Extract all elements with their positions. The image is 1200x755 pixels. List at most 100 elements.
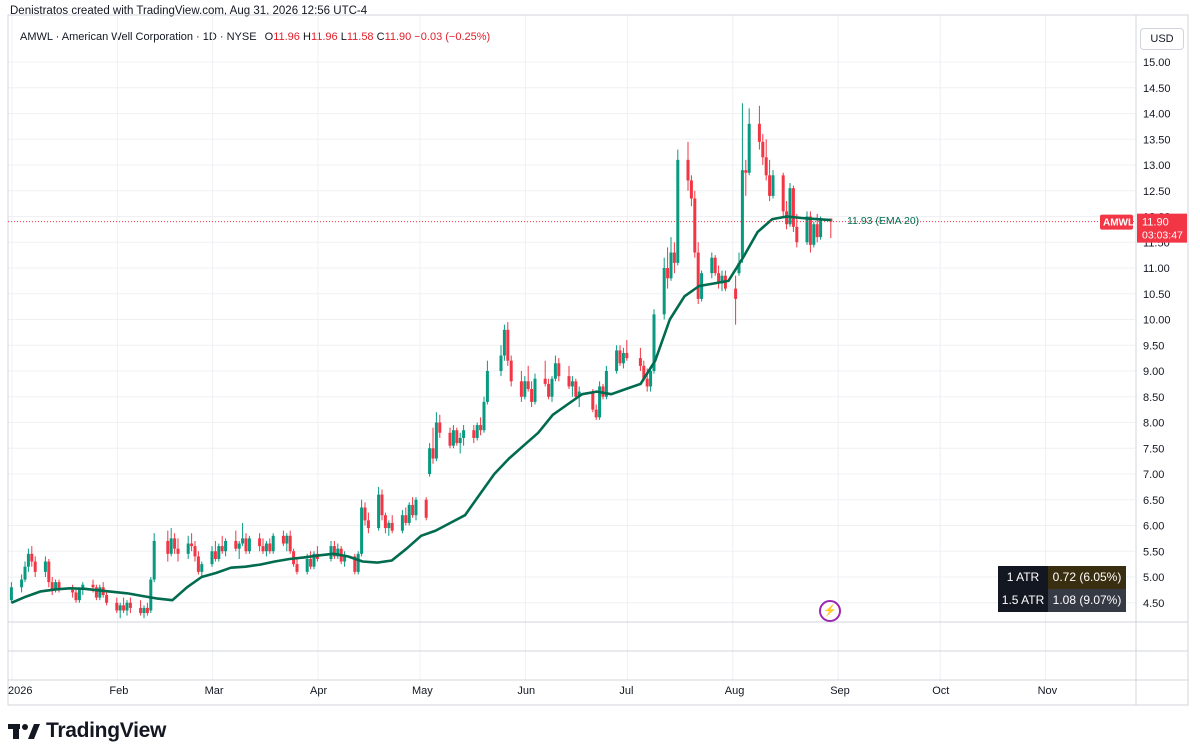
candle-body	[506, 329, 510, 361]
y-tick-label: 9.00	[1143, 366, 1164, 378]
candle-body	[400, 515, 404, 531]
candle-body	[329, 546, 333, 559]
lightning-icon[interactable]: ⚡	[819, 600, 841, 622]
candle-body	[142, 607, 146, 614]
y-tick-label: 9.50	[1143, 340, 1164, 352]
candle-body	[105, 595, 109, 603]
ema-line	[10, 215, 831, 604]
candle-body	[309, 558, 313, 567]
y-tick-label: 14.00	[1143, 109, 1171, 121]
candle-body	[77, 589, 81, 601]
candle-body	[50, 582, 54, 590]
candle-body	[271, 535, 275, 552]
candle-body	[261, 546, 265, 552]
candle-body	[23, 566, 27, 580]
candle-body	[139, 607, 143, 614]
y-tick-label: 5.00	[1143, 572, 1164, 584]
candle-body	[360, 507, 364, 554]
candle-body	[451, 430, 455, 446]
candle-body	[224, 540, 228, 552]
candle-body	[268, 543, 272, 552]
candle-body	[696, 252, 700, 299]
candle-body	[332, 546, 336, 557]
currency-button[interactable]: USD	[1140, 28, 1184, 50]
atr-value: 1.08 (9.07%)	[1048, 589, 1126, 612]
candle-body	[71, 589, 75, 593]
candle-body	[676, 159, 680, 263]
candle-body	[336, 548, 340, 557]
candle-body	[479, 425, 483, 431]
candle-body	[788, 188, 792, 225]
candle-body	[213, 551, 217, 559]
candle-body	[47, 561, 51, 583]
high-label: H	[302, 31, 311, 43]
tradingview-wordmark: TradingView	[46, 719, 167, 742]
candle-body	[295, 564, 299, 572]
candle-body	[815, 224, 819, 238]
candle-body	[686, 159, 690, 181]
candle-body	[795, 226, 799, 243]
symbol-title[interactable]: AMWL · American Well Corporation · 1D · …	[20, 31, 257, 43]
candle-body	[186, 543, 190, 554]
candle-body	[428, 448, 432, 474]
candle-body	[523, 381, 527, 397]
candle-body	[734, 288, 738, 299]
x-tick-label: Aug	[725, 685, 745, 697]
y-tick-label: 6.50	[1143, 495, 1164, 507]
candle-body	[115, 602, 119, 611]
candle-body	[482, 401, 486, 431]
candle-body	[353, 556, 357, 572]
symbol-legend[interactable]: AMWL · American Well Corporation · 1D · …	[20, 31, 490, 43]
low-label: L	[340, 31, 347, 43]
candle-body	[94, 587, 98, 598]
candle-body	[747, 123, 751, 173]
candle-body	[638, 358, 642, 366]
tradingview-brand[interactable]: TradingView	[8, 717, 166, 745]
candle-body	[190, 543, 194, 547]
candle-body	[519, 381, 523, 397]
candle-body	[805, 216, 809, 243]
candle-body	[625, 352, 629, 359]
candle-body	[768, 175, 772, 196]
x-tick-label: May	[412, 685, 433, 697]
candle-body	[424, 499, 428, 518]
close-label: C	[376, 31, 385, 43]
candle-body	[196, 556, 200, 572]
y-tick-label: 6.00	[1143, 521, 1164, 533]
candle-body	[281, 535, 285, 544]
atr-label: 1.5 ATR	[998, 589, 1048, 612]
candle-body	[594, 409, 598, 418]
candle-body	[672, 252, 676, 263]
candle-body	[244, 538, 248, 552]
atr-row: 1.5 ATR 1.08 (9.07%)	[998, 589, 1126, 612]
candle-body	[173, 538, 177, 549]
candle-body	[462, 430, 466, 438]
y-tick-label: 14.50	[1143, 83, 1171, 95]
symbol-tag-text: AMWL	[1103, 218, 1134, 229]
candle-body	[649, 371, 653, 387]
candle-body	[81, 584, 85, 590]
candle-body	[448, 432, 452, 446]
candle-body	[764, 157, 768, 176]
candle-body	[169, 538, 173, 554]
candle-body	[404, 515, 408, 523]
candle-body	[761, 141, 765, 158]
candle-body	[771, 175, 775, 196]
x-tick-label: Jul	[619, 685, 633, 697]
candle-body	[407, 504, 411, 523]
atr-label: 1 ATR	[998, 566, 1048, 589]
candle-body	[547, 383, 551, 397]
candle-body	[713, 257, 717, 274]
close-value: 11.90	[384, 31, 412, 43]
x-tick-label: Sep	[830, 685, 850, 697]
candle-body	[363, 507, 367, 521]
candle-body	[598, 386, 602, 418]
candle-body	[543, 378, 547, 384]
candle-body	[740, 170, 744, 258]
y-tick-label: 12.50	[1143, 186, 1171, 198]
candle-body	[241, 538, 245, 544]
candle-body	[234, 540, 238, 549]
candle-body	[128, 602, 132, 608]
candle-body	[710, 257, 714, 274]
